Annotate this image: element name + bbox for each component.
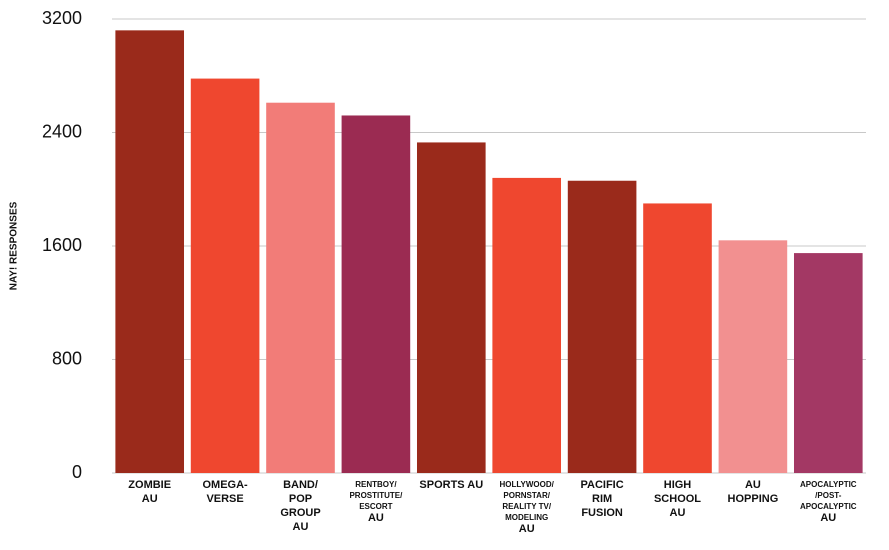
y-tick-label: 3200: [42, 8, 82, 28]
x-tick-label-line: SCHOOL: [654, 493, 701, 505]
bar: [643, 203, 712, 473]
x-tick-label-line: OMEGA-: [202, 479, 248, 491]
bar: [718, 240, 788, 473]
y-tick-label: 800: [52, 348, 82, 368]
bar: [793, 253, 863, 473]
bar: [115, 30, 185, 473]
x-tick-label-line: FUSION: [581, 507, 623, 519]
bar: [416, 142, 486, 473]
x-tick-label-line: RIM: [592, 493, 612, 505]
x-tick-label-line: AU: [820, 512, 836, 524]
x-tick-label: HIGH SCHOOL AU: [654, 479, 701, 519]
y-axis-label: NAY! RESPONSES: [9, 201, 20, 290]
x-tick-label-line: AU: [519, 523, 535, 535]
y-tick-label: 2400: [42, 121, 82, 141]
x-tick-label-line: ZOMBIE: [128, 479, 171, 491]
x-tick-label: BAND/POP GROUP AU: [280, 479, 320, 533]
bar: [492, 177, 562, 473]
x-tick-label-line: APOCALYPTIC: [800, 502, 857, 511]
x-tick-label-line: ESCORT: [359, 502, 392, 511]
x-tick-label: AU HOPPING: [728, 479, 779, 505]
x-tick-label-line: GROUP: [280, 507, 320, 519]
x-tick-label-line: PROSTITUTE/: [349, 491, 403, 500]
x-tick-label-line: HOLLYWOOD/: [500, 480, 555, 489]
bar: [266, 102, 335, 474]
bar: [567, 180, 637, 474]
x-tick-label: PACIFIC RIM FUSION: [581, 479, 624, 519]
x-tick-label-line: APOCALYPTIC: [800, 480, 857, 489]
x-tick-label-line: POP: [289, 493, 312, 505]
x-tick-label-line: VERSE: [206, 493, 243, 505]
bar: [341, 115, 411, 473]
x-tick-label-line: HIGH: [664, 479, 692, 491]
x-tick-label-line: BAND/: [283, 479, 318, 491]
x-tick-label-line: RENTBOY/: [355, 480, 397, 489]
x-tick-label-line: SPORTS AU: [419, 479, 483, 491]
y-tick-label: 0: [72, 462, 82, 482]
x-tick-label-line: MODELING: [505, 513, 548, 522]
x-tick-label-line: AU: [745, 479, 761, 491]
x-tick-label-line: PORNSTAR/: [503, 491, 550, 500]
x-tick-label-line: /POST-: [815, 491, 842, 500]
y-tick-label: 1600: [42, 235, 82, 255]
bar: [190, 78, 260, 474]
x-tick-label-line: PACIFIC: [581, 479, 624, 491]
x-tick-label: SPORTS AU: [419, 479, 483, 491]
x-tick-label-line: AU: [293, 521, 309, 533]
x-tick-label-line: HOPPING: [728, 493, 779, 505]
x-tick-label-line: AU: [142, 493, 158, 505]
x-tick-label-line: AU: [368, 512, 384, 524]
x-tick-label-line: REALITY TV/: [502, 502, 552, 511]
x-tick-label-line: AU: [670, 507, 686, 519]
x-tick-label: OMEGA- VERSE: [202, 479, 248, 505]
x-tick-label: ZOMBIE AU: [128, 479, 171, 505]
